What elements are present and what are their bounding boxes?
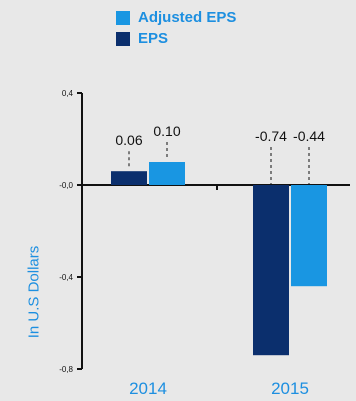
- bar-adjusted-eps: [291, 185, 327, 287]
- legend-item-adjusted-eps: Adjusted EPS: [116, 10, 236, 25]
- bar-adjusted-eps: [149, 162, 185, 185]
- bar-eps: [111, 171, 147, 185]
- legend-label-eps: EPS: [138, 30, 169, 47]
- legend-label-adjusted-eps: Adjusted EPS: [138, 9, 237, 26]
- data-label-adjusted-eps: 0.10: [153, 123, 180, 139]
- legend-swatch-eps: [116, 31, 130, 46]
- y-tick-label: -0,0: [59, 181, 73, 190]
- y-tick-label: 0,4: [62, 89, 74, 98]
- x-category-label: 2015: [271, 379, 309, 398]
- legend-swatch-adjusted-eps: [116, 10, 130, 25]
- y-tick-label: -0,4: [59, 273, 73, 282]
- data-label-eps: -0.74: [255, 128, 287, 144]
- x-category-label: 2014: [129, 379, 167, 398]
- bar-eps: [253, 185, 289, 356]
- y-tick-label: -0,8: [59, 365, 73, 374]
- data-label-eps: 0.06: [115, 132, 142, 148]
- legend: Adjusted EPS EPS: [116, 10, 236, 46]
- legend-item-eps: EPS: [116, 31, 236, 46]
- data-label-adjusted-eps: -0.44: [293, 128, 325, 144]
